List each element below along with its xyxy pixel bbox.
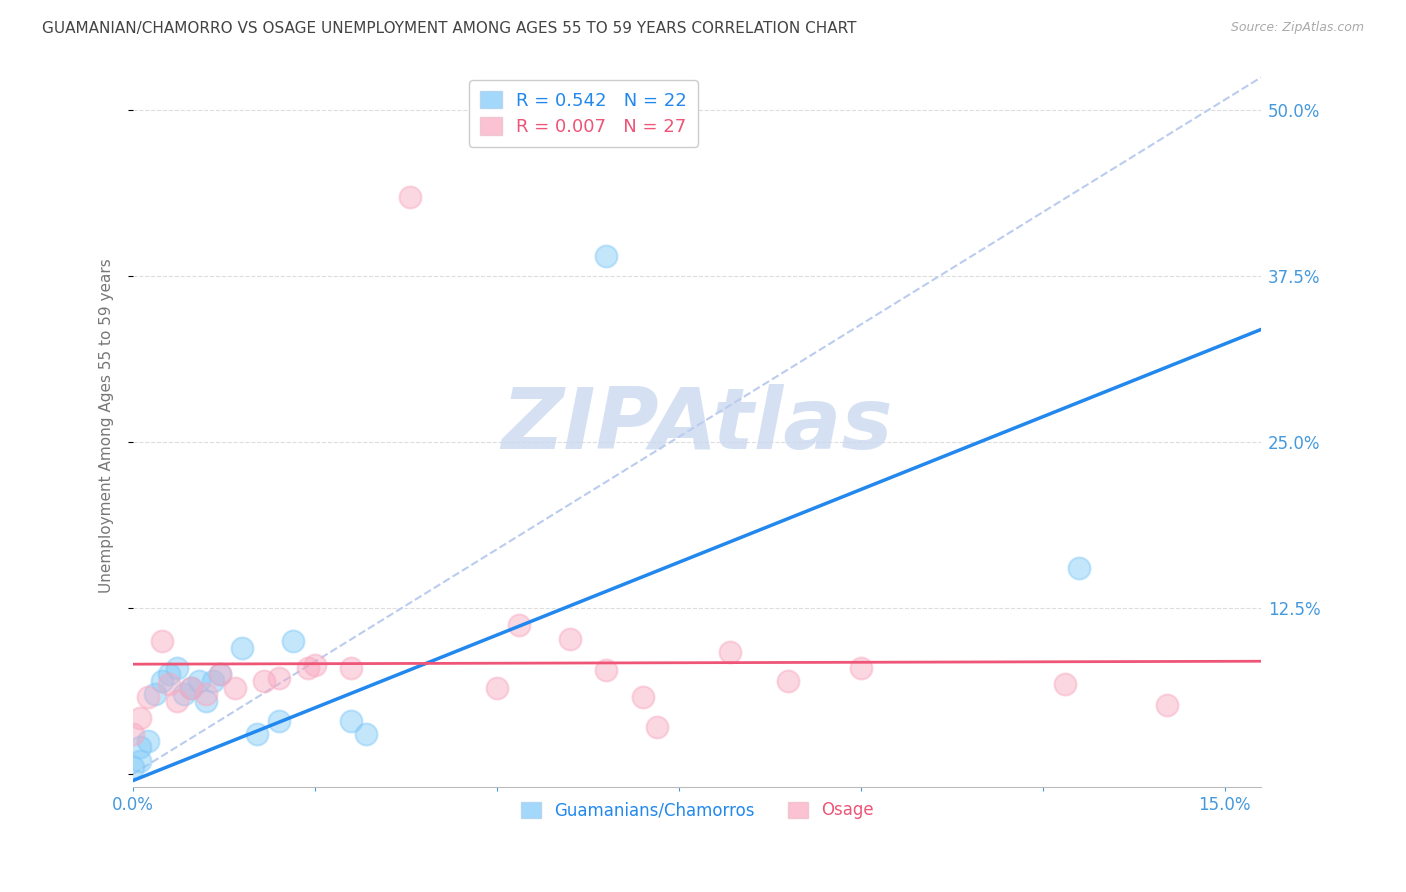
Point <box>1069 561 1091 575</box>
Point <box>645 721 668 735</box>
Point <box>180 681 202 695</box>
Point <box>122 760 145 774</box>
Point <box>143 687 166 701</box>
Point <box>508 618 530 632</box>
Point <box>558 632 581 646</box>
Y-axis label: Unemployment Among Ages 55 to 59 years: Unemployment Among Ages 55 to 59 years <box>100 259 114 593</box>
Point <box>595 664 617 678</box>
Point <box>166 694 188 708</box>
Point <box>136 690 159 704</box>
Point <box>283 634 305 648</box>
Point <box>187 673 209 688</box>
Point <box>180 681 202 695</box>
Point <box>246 727 269 741</box>
Point <box>129 711 152 725</box>
Point <box>159 676 181 690</box>
Text: GUAMANIAN/CHAMORRO VS OSAGE UNEMPLOYMENT AMONG AGES 55 TO 59 YEARS CORRELATION C: GUAMANIAN/CHAMORRO VS OSAGE UNEMPLOYMENT… <box>42 21 856 36</box>
Point <box>150 634 173 648</box>
Point <box>129 754 152 768</box>
Point <box>209 667 232 681</box>
Text: Source: ZipAtlas.com: Source: ZipAtlas.com <box>1230 21 1364 34</box>
Text: ZIPAtlas: ZIPAtlas <box>502 384 893 467</box>
Point <box>340 714 363 728</box>
Point <box>631 690 654 704</box>
Point <box>849 661 872 675</box>
Point <box>150 673 173 688</box>
Point <box>1053 676 1076 690</box>
Point <box>718 645 741 659</box>
Point <box>209 667 232 681</box>
Point <box>194 687 217 701</box>
Point <box>267 714 290 728</box>
Point <box>595 249 617 263</box>
Point <box>159 667 181 681</box>
Point <box>354 727 377 741</box>
Point <box>166 661 188 675</box>
Point <box>253 673 276 688</box>
Point <box>136 733 159 747</box>
Point <box>224 681 246 695</box>
Point <box>398 190 420 204</box>
Legend: Guamanians/Chamorros, Osage: Guamanians/Chamorros, Osage <box>513 795 880 826</box>
Point <box>267 672 290 686</box>
Point <box>297 661 319 675</box>
Point <box>340 661 363 675</box>
Point <box>173 687 195 701</box>
Point <box>485 681 508 695</box>
Point <box>194 694 217 708</box>
Point <box>231 640 253 655</box>
Point <box>122 727 145 741</box>
Point <box>129 740 152 755</box>
Point <box>304 658 326 673</box>
Point <box>202 673 225 688</box>
Point <box>1156 698 1178 712</box>
Point <box>778 673 800 688</box>
